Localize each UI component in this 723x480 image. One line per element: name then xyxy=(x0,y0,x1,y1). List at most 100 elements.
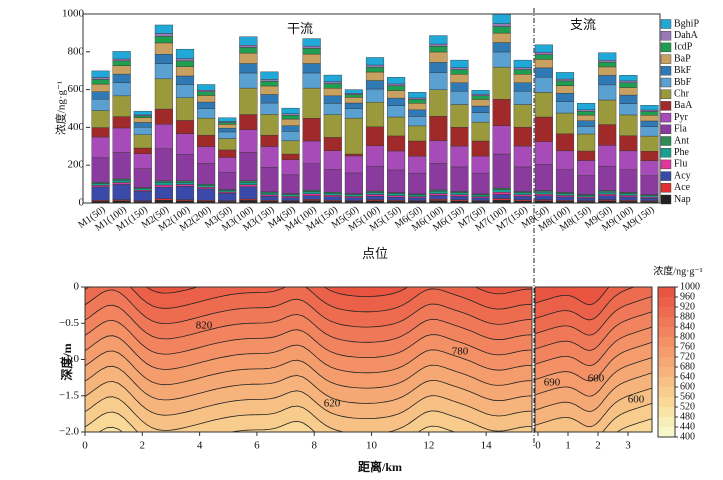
x-tick-label: 8 xyxy=(311,440,317,452)
bar-segment xyxy=(429,51,448,63)
bar-segment xyxy=(534,92,553,118)
contour-line xyxy=(602,403,652,432)
contour-label: 620 xyxy=(324,398,341,410)
colorbar-tick-label: 600 xyxy=(680,381,695,392)
colorbar-cell xyxy=(658,347,675,357)
colorbar-tick-label: 720 xyxy=(680,351,695,362)
bar-segment xyxy=(598,193,617,197)
bar-segment xyxy=(429,163,448,191)
bar-segment xyxy=(471,194,490,197)
bar-segment xyxy=(154,42,173,55)
bar-segment xyxy=(302,38,321,47)
bar-segment xyxy=(260,146,279,168)
contour-label: 780 xyxy=(452,346,469,358)
bar-segment xyxy=(387,90,406,99)
bar-segment xyxy=(492,32,511,43)
bar-segment xyxy=(91,83,110,92)
bar-segment xyxy=(91,136,110,159)
colorbar-tick-label: 1000 xyxy=(680,281,700,292)
bar-segment xyxy=(133,122,152,128)
bar-segment xyxy=(260,192,279,196)
bar-segment xyxy=(133,147,152,154)
bar-segment xyxy=(218,124,237,129)
bar-segment xyxy=(577,126,596,135)
bar-segment xyxy=(365,88,385,103)
legend-swatch xyxy=(660,183,672,193)
bar-segment xyxy=(302,193,321,196)
bar-segment xyxy=(555,133,575,152)
bar-segment xyxy=(344,102,363,109)
bar-segment xyxy=(154,148,173,182)
contour-line xyxy=(535,287,610,306)
bar-segment xyxy=(197,188,216,201)
colorbar-cell xyxy=(658,307,675,317)
colorbar-tick-label: 560 xyxy=(680,391,695,402)
bar-segment xyxy=(365,126,385,146)
bar-segment xyxy=(640,135,659,152)
bar-segment xyxy=(471,140,490,157)
bar-segment xyxy=(598,52,617,61)
y-tick-label: 800 xyxy=(68,45,85,57)
legend-label: Phe xyxy=(674,147,690,158)
contour-line xyxy=(85,289,532,328)
bar-segment xyxy=(387,97,406,106)
bar-segment xyxy=(534,52,553,55)
bar-segment xyxy=(218,172,237,190)
bar-segment xyxy=(302,63,321,74)
contour-line xyxy=(145,287,532,297)
bar-segment xyxy=(471,93,490,96)
contour-label: 600 xyxy=(628,394,645,406)
bar-segment xyxy=(239,87,258,115)
bar-segment xyxy=(133,134,152,149)
x-tick-label: 2 xyxy=(140,440,146,452)
legend-label: BghiP xyxy=(674,18,699,29)
contour-line xyxy=(85,350,532,389)
bar-segment xyxy=(492,13,511,24)
bar-segment xyxy=(365,57,385,66)
colorbar-tick-label: 520 xyxy=(680,401,695,412)
y-tick-label: −0.5 xyxy=(59,317,79,329)
bar-segment xyxy=(387,169,406,193)
colorbar-tick-label: 440 xyxy=(680,421,695,432)
bar-segment xyxy=(534,59,553,69)
bar-segment xyxy=(450,196,469,200)
bar-segment xyxy=(534,54,553,60)
bar-segment xyxy=(598,75,617,86)
bar-segment xyxy=(302,45,321,49)
bar-segment xyxy=(534,67,553,78)
x-tick-label: 12 xyxy=(423,440,434,452)
bar-segment xyxy=(408,109,427,117)
bar-segment xyxy=(112,180,131,183)
legend-swatch xyxy=(660,42,672,53)
bar-segment xyxy=(260,194,279,197)
bar-segment xyxy=(302,87,321,119)
bar-segment xyxy=(450,104,469,128)
bar-segment xyxy=(197,89,216,92)
bar-segment xyxy=(239,180,258,183)
bar-segment xyxy=(281,113,300,116)
y-tick-label: 600 xyxy=(68,83,85,95)
bar-segment xyxy=(218,192,237,201)
bar-segment xyxy=(323,150,342,170)
bar-segment xyxy=(534,116,553,142)
bar-segment xyxy=(598,60,617,63)
bar-segment xyxy=(555,112,575,135)
legend-swatch xyxy=(660,31,672,41)
bar-segment xyxy=(239,44,258,48)
bar-segment xyxy=(154,54,173,64)
bar-segment xyxy=(91,127,110,138)
bar-segment xyxy=(344,117,363,155)
bar-segment xyxy=(513,127,532,147)
bar-segment xyxy=(640,105,659,111)
colorbar-cell xyxy=(658,317,675,327)
contour-line xyxy=(535,296,652,336)
colorbar-cell xyxy=(658,387,675,397)
bar-segment xyxy=(239,72,258,89)
panel xyxy=(535,287,652,432)
bar-segment xyxy=(429,46,448,53)
bar-segment xyxy=(197,146,216,164)
bar-segment xyxy=(598,124,617,146)
contour-line xyxy=(535,372,652,412)
bar-segment xyxy=(365,166,385,192)
colorbar-tick-label: 840 xyxy=(680,321,695,332)
